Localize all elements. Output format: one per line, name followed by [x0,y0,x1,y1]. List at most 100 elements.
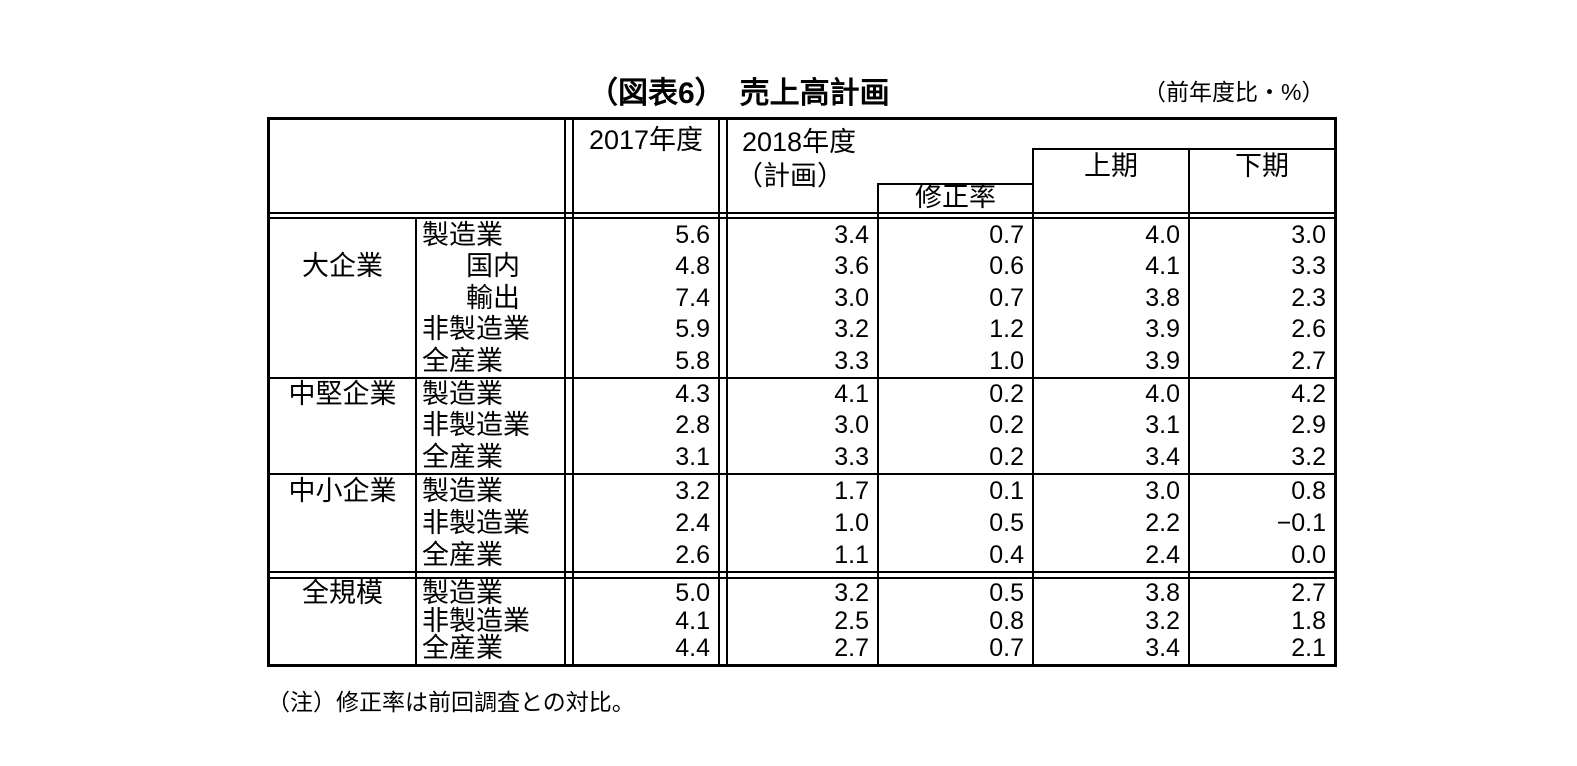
value-cell: 2.7 [1291,346,1326,375]
value-cell: 0.2 [989,411,1024,440]
value-cell: 2.8 [675,411,710,440]
grid-line [1032,148,1334,150]
value-cell: 4.1 [675,606,710,635]
value-cell: 4.2 [1291,380,1326,408]
value-cell: 5.9 [675,315,710,344]
value-cell: 2.9 [1291,411,1326,440]
value-cell: 1.0 [834,509,869,537]
value-cell: 1.0 [989,346,1024,375]
value-cell: 3.6 [834,252,869,281]
value-cell: 3.1 [1145,411,1180,440]
grid-line [1032,148,1034,664]
value-cell: 2.7 [1291,579,1326,607]
value-cell: 3.3 [834,346,869,375]
industry-label: 製造業 [422,476,503,506]
industry-label: 全産業 [422,633,503,664]
col-header-2017: 2017年度 [588,125,704,155]
value-cell: 0.8 [1291,477,1326,505]
industry-label: 製造業 [422,578,503,608]
group-label: 全規模 [302,578,383,608]
value-cell: 3.1 [675,442,710,471]
value-cell: 4.1 [1145,252,1180,281]
value-cell: 3.9 [1145,315,1180,344]
grid-line [270,377,1334,379]
col-header-2018-line1: 2018年度 [742,127,857,157]
value-cell: 5.8 [675,346,710,375]
value-cell: 2.7 [834,634,869,663]
value-cell: 3.4 [1145,634,1180,663]
value-cell: 1.2 [989,315,1024,344]
footnote: （注）修正率は前回調査との対比。 [267,689,635,715]
grid-line [877,183,1034,185]
value-cell: 0.6 [989,252,1024,281]
value-cell: 4.0 [1145,380,1180,408]
group-label: 大企業 [302,251,383,282]
grid-line [572,120,574,664]
industry-label: 非製造業 [422,410,530,441]
value-cell: 3.0 [1145,477,1180,505]
value-cell: 3.2 [1291,442,1326,471]
sales-plan-table: 2017年度 2018年度 （計画） 修正率 上期 下期 製造業 5.6 3.4 0.… [267,117,1337,667]
industry-label: 輸出 [466,282,520,313]
value-cell: 3.2 [1145,606,1180,635]
value-cell: 3.0 [834,411,869,440]
value-cell: 3.4 [834,221,869,249]
value-cell: 3.0 [834,283,869,312]
industry-label: 非製造業 [422,605,530,636]
value-cell: 2.4 [675,509,710,537]
group-label: 中堅企業 [288,379,397,409]
industry-label: 全産業 [422,540,503,570]
industry-label: 非製造業 [422,508,530,538]
value-cell: 0.8 [989,606,1024,635]
industry-label: 製造業 [422,220,503,250]
value-cell: 0.7 [989,283,1024,312]
grid-line [270,577,1334,579]
value-cell: 2.3 [1291,283,1326,312]
value-cell: 0.7 [989,221,1024,249]
grid-line [726,120,728,664]
col-header-2018-line2: （計画） [736,161,844,191]
value-cell: 3.8 [1145,579,1180,607]
grid-line [718,120,720,664]
industry-label: 国内 [466,251,520,282]
grid-line [415,217,417,664]
value-cell: 3.2 [834,579,869,607]
value-cell: 2.2 [1145,509,1180,537]
value-cell: 3.0 [1291,221,1326,249]
industry-label: 製造業 [422,379,503,409]
unit-label: （前年度比・%） [1143,79,1325,105]
group-label: 中小企業 [288,476,397,506]
value-cell: 0.5 [989,579,1024,607]
value-cell: 3.4 [1145,442,1180,471]
figure-title: （図表6） 売上高計画 [588,77,890,110]
col-header-second-half: 下期 [1235,151,1289,181]
grid-line [877,183,879,664]
value-cell: 2.5 [834,606,869,635]
grid-line [270,217,1334,219]
value-cell: 2.6 [1291,315,1326,344]
value-cell: 0.7 [989,634,1024,663]
value-cell: 3.3 [1291,252,1326,281]
col-header-revision: 修正率 [915,182,996,212]
value-cell: 1.1 [834,541,869,569]
value-cell: 0.1 [989,477,1024,505]
value-cell: −0.1 [1276,509,1326,537]
value-cell: 3.2 [834,315,869,344]
col-header-first-half: 上期 [1084,151,1138,181]
industry-label: 全産業 [422,441,503,472]
grid-line [1188,148,1190,664]
value-cell: 1.8 [1291,606,1326,635]
value-cell: 2.1 [1291,634,1326,663]
value-cell: 2.4 [1145,541,1180,569]
grid-line [564,120,566,664]
value-cell: 1.7 [834,477,869,505]
value-cell: 2.6 [675,541,710,569]
value-cell: 4.3 [675,380,710,408]
value-cell: 0.2 [989,442,1024,471]
value-cell: 3.3 [834,442,869,471]
value-cell: 3.2 [675,477,710,505]
value-cell: 0.5 [989,509,1024,537]
value-cell: 0.2 [989,380,1024,408]
grid-line [270,212,1334,214]
